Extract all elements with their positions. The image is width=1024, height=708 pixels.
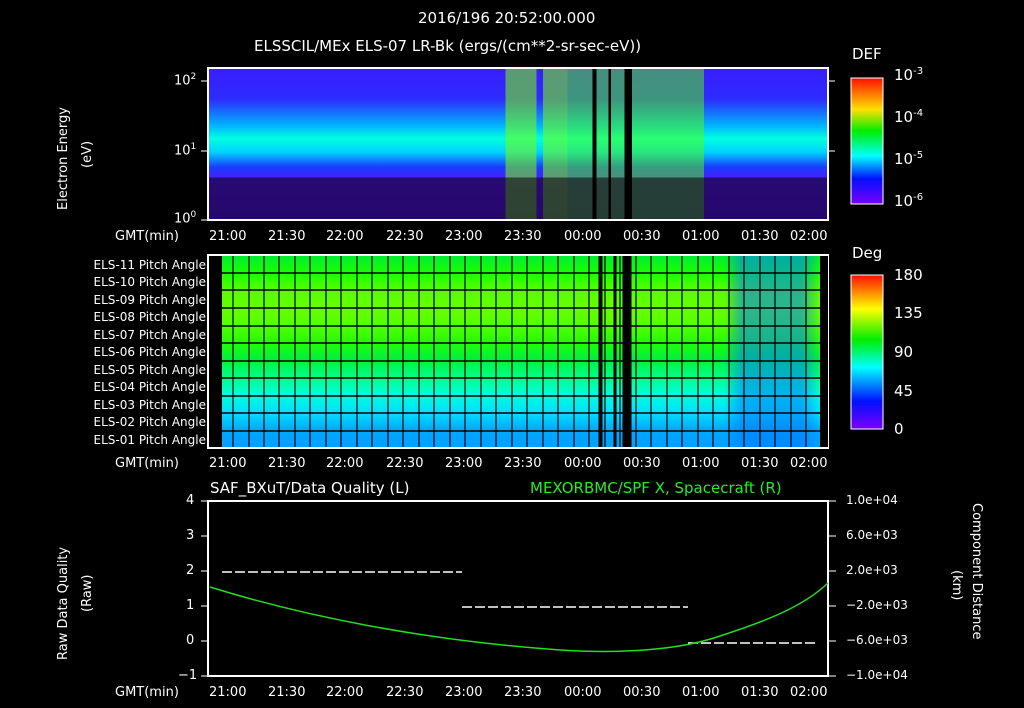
row-label-els-06: ELS-06 Pitch Angle	[93, 345, 206, 359]
left-yaxis-label: Raw Data Quality	[56, 546, 71, 660]
plot-timestamp: 2016/196 20:52:00.000	[418, 9, 596, 27]
spf-x-curve	[209, 582, 829, 653]
row-label-els-07: ELS-07 Pitch Angle	[93, 328, 206, 342]
cb-def-label: 10-3	[894, 66, 924, 84]
row-label-els-01: ELS-01 Pitch Angle	[93, 433, 206, 447]
left-ytick: 0	[186, 633, 195, 648]
right-ytick: 2.0e+03	[846, 563, 898, 577]
left-ytick: 3	[186, 528, 195, 543]
right-ytick: −1.0e+04	[846, 668, 908, 682]
x-axis-label-2: GMT(min)	[115, 456, 179, 471]
left-yaxis-unit: (Raw)	[80, 574, 95, 613]
row-label-els-11: ELS-11 Pitch Angle	[93, 258, 206, 272]
right-yaxis-unit: (km)	[949, 570, 964, 601]
cb-deg-label: 45	[894, 382, 914, 400]
cb-def-label: 10-5	[894, 150, 924, 168]
energy-spectrogram	[208, 69, 828, 220]
left-ytick: 2	[186, 563, 195, 578]
ytick-100: 102	[174, 72, 197, 89]
row-label-els-02: ELS-02 Pitch Angle	[93, 415, 206, 429]
left-ytick: 1	[186, 598, 195, 613]
colorbar-deg-title: Deg	[852, 244, 883, 262]
right-ytick: 1.0e+04	[846, 493, 898, 507]
cb-deg-label: 180	[894, 266, 923, 284]
left-ytick: −1	[178, 668, 198, 683]
row-label-els-05: ELS-05 Pitch Angle	[93, 363, 206, 377]
row-label-els-04: ELS-04 Pitch Angle	[93, 380, 206, 394]
panel3-left-title: SAF_BXuT/Data Quality (L)	[210, 479, 410, 497]
row-label-els-09: ELS-09 Pitch Angle	[93, 293, 206, 307]
right-yaxis-label: Component Distance	[969, 503, 984, 640]
row-label-els-03: ELS-03 Pitch Angle	[93, 398, 206, 412]
pitch-angle-grid	[222, 256, 820, 447]
x-axis-label-3: GMT(min)	[115, 685, 179, 700]
panel3-right-title: MEXORBMC/SPF X, Spacecraft (R)	[530, 479, 782, 497]
ytick-1: 100	[174, 210, 197, 227]
cb-deg-label: 0	[894, 420, 904, 438]
cb-def-label: 10-4	[894, 108, 924, 126]
right-ytick: 6.0e+03	[846, 528, 898, 542]
cb-deg-label: 90	[894, 343, 914, 361]
right-ytick: −2.0e+03	[846, 598, 908, 612]
left-ytick: 4	[186, 493, 195, 508]
colorbar-def-title: DEF	[852, 45, 882, 63]
cb-deg-label: 135	[894, 304, 923, 322]
right-ytick: −6.0e+03	[846, 633, 908, 647]
x-axis-label-1: GMT(min)	[115, 229, 179, 244]
plot-subtitle: ELSSCIL/MEx ELS-07 LR-Bk (ergs/(cm**2-sr…	[254, 37, 642, 55]
row-label-els-10: ELS-10 Pitch Angle	[93, 275, 206, 289]
row-label-els-08: ELS-08 Pitch Angle	[93, 310, 206, 324]
cb-def-label: 10-6	[894, 192, 924, 210]
data-quality-line	[222, 571, 818, 644]
ytick-10: 101	[174, 142, 197, 159]
